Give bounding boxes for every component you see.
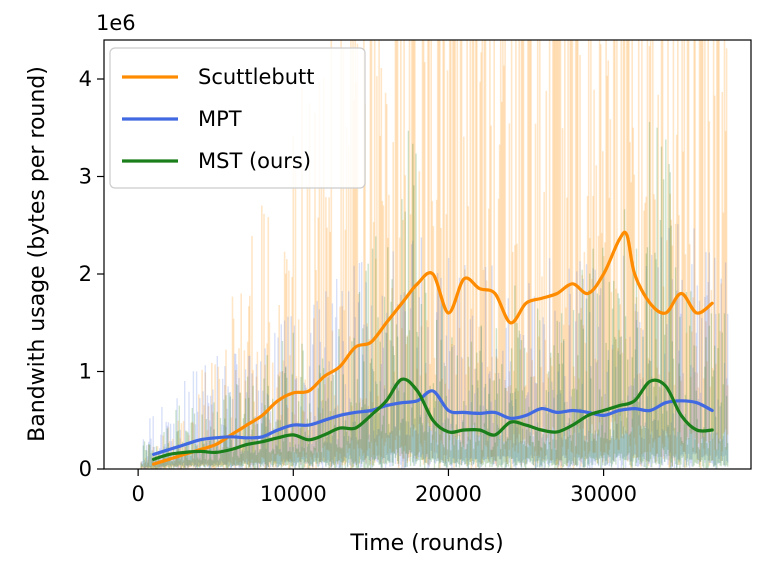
x-axis-label: Time (rounds) [349,531,503,556]
x-tick-label: 0 [131,482,144,506]
raw-data-bands [140,40,729,469]
legend-label: MST (ours) [198,149,311,173]
raw-band-1 [140,40,729,469]
legend-box [109,47,366,189]
series-line-2 [152,389,714,456]
series-line-3 [152,377,714,461]
legend-label: Scuttlebutt [198,65,315,89]
x-tick-label: 10000 [260,482,327,506]
series-line-1 [152,230,714,466]
x-tick-label: 20000 [415,482,482,506]
y-tick-label: 3 [79,165,92,189]
x-tick-label: 30000 [570,482,637,506]
y-offset-label: 1e6 [96,11,136,35]
y-axis-label: Bandwith usage (bytes per round) [25,66,50,442]
x-axis-ticks: 0 10000 20000 30000 [131,469,637,506]
y-axis-ticks: 0 1 2 3 4 [79,67,104,481]
y-tick-label: 0 [79,457,92,481]
legend: Scuttlebutt MPT MST (ours) [109,47,366,189]
y-tick-label: 2 [79,262,92,286]
plot-frame [103,39,752,470]
legend-label: MPT [198,107,242,131]
y-tick-label: 1 [79,360,92,384]
y-tick-label: 4 [79,67,92,91]
smoothed-lines [152,230,714,466]
